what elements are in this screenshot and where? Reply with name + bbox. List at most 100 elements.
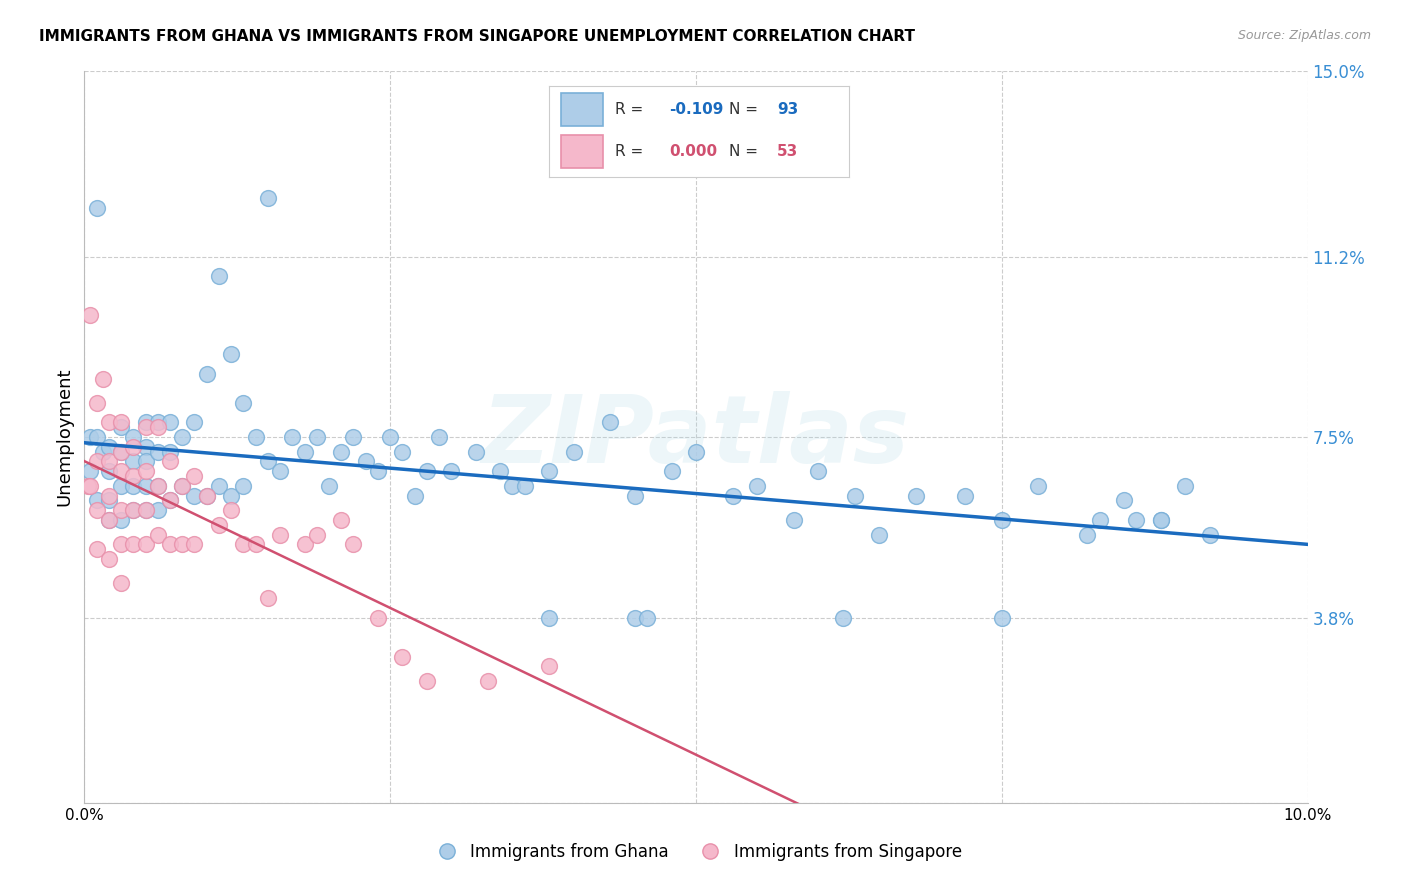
Point <box>1088 513 1111 527</box>
Point <box>831 610 853 624</box>
Point <box>538 659 561 673</box>
Point <box>159 416 181 430</box>
Point <box>183 489 205 503</box>
Point <box>245 537 267 551</box>
Point <box>159 537 181 551</box>
Legend: Immigrants from Ghana, Immigrants from Singapore: Immigrants from Ghana, Immigrants from S… <box>423 837 969 868</box>
Point <box>208 269 231 284</box>
Point <box>305 430 328 444</box>
Point <box>342 430 364 444</box>
Point <box>122 454 145 468</box>
Point <box>257 191 280 205</box>
Point <box>86 396 108 410</box>
Point <box>86 503 108 517</box>
Point <box>195 489 218 503</box>
Point <box>440 464 463 478</box>
Point <box>97 454 120 468</box>
Point <box>232 396 254 410</box>
Point <box>1174 479 1197 493</box>
Point <box>330 513 353 527</box>
Point <box>122 503 145 517</box>
Point <box>159 493 181 508</box>
Point <box>991 513 1014 527</box>
Point <box>135 454 157 468</box>
Point <box>232 537 254 551</box>
Point <box>538 464 561 478</box>
Point <box>1028 479 1050 493</box>
Point <box>257 591 280 605</box>
Point <box>195 367 218 381</box>
Point <box>110 513 132 527</box>
Point <box>110 464 132 478</box>
Point <box>135 420 157 434</box>
Point <box>599 416 621 430</box>
Point <box>367 610 389 624</box>
Text: Source: ZipAtlas.com: Source: ZipAtlas.com <box>1237 29 1371 42</box>
Point <box>905 489 928 503</box>
Point <box>477 673 499 688</box>
Point <box>135 479 157 493</box>
Point <box>97 440 120 454</box>
Point <box>1125 513 1147 527</box>
Point <box>79 308 101 322</box>
Point <box>122 469 145 483</box>
Point <box>513 479 536 493</box>
Point <box>294 444 316 458</box>
Point <box>1114 493 1136 508</box>
Point <box>146 416 169 430</box>
Point <box>183 469 205 483</box>
Point <box>367 464 389 478</box>
Point <box>159 444 181 458</box>
Point <box>294 537 316 551</box>
Point <box>172 430 194 444</box>
Point <box>86 454 108 468</box>
Point <box>159 493 181 508</box>
Point <box>97 513 120 527</box>
Point <box>110 444 132 458</box>
Point <box>97 416 120 430</box>
Point <box>489 464 512 478</box>
Point <box>562 444 585 458</box>
Point <box>269 527 291 541</box>
Point <box>135 537 157 551</box>
Point <box>110 576 132 591</box>
Point <box>305 527 328 541</box>
Point <box>172 479 194 493</box>
Point <box>110 479 132 493</box>
Point <box>97 552 120 566</box>
Point <box>624 489 647 503</box>
Text: ZIPatlas: ZIPatlas <box>482 391 910 483</box>
Point <box>245 430 267 444</box>
Point <box>318 479 340 493</box>
Point <box>135 503 157 517</box>
Point <box>97 493 120 508</box>
Y-axis label: Unemployment: Unemployment <box>55 368 73 507</box>
Point <box>661 464 683 478</box>
Point <box>146 503 169 517</box>
Point <box>146 479 169 493</box>
Point <box>342 537 364 551</box>
Point <box>502 479 524 493</box>
Point <box>86 430 108 444</box>
Point <box>844 489 866 503</box>
Point <box>354 454 377 468</box>
Point <box>79 430 101 444</box>
Point <box>86 493 108 508</box>
Point <box>110 420 132 434</box>
Point <box>538 610 561 624</box>
Point <box>991 610 1014 624</box>
Point <box>208 517 231 532</box>
Point <box>110 444 132 458</box>
Point <box>122 537 145 551</box>
Point <box>281 430 304 444</box>
Point <box>391 649 413 664</box>
Point <box>404 489 426 503</box>
Point <box>427 430 450 444</box>
Point <box>110 537 132 551</box>
Point <box>232 479 254 493</box>
Point <box>219 489 242 503</box>
Point <box>380 430 402 444</box>
Point <box>172 537 194 551</box>
Point <box>122 440 145 454</box>
Point <box>807 464 830 478</box>
